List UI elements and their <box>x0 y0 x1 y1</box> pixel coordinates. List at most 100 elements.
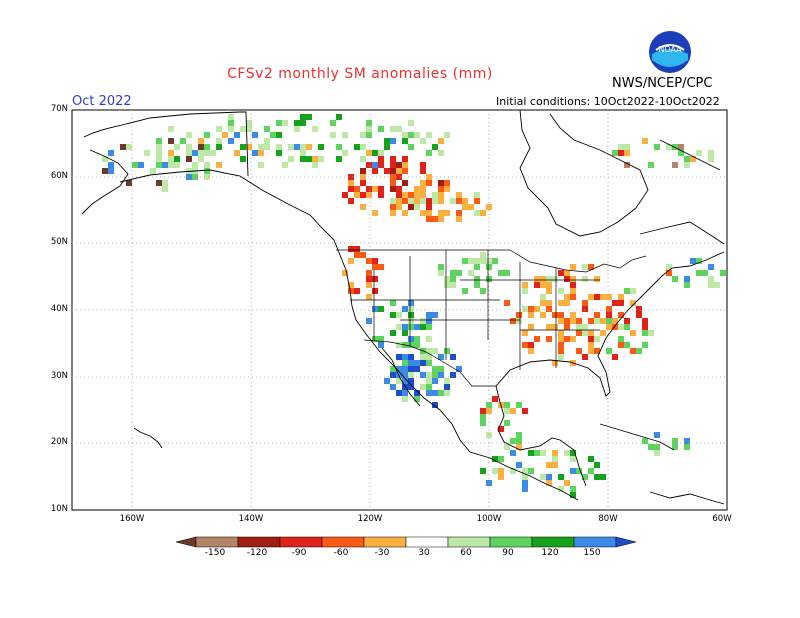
anomaly-cell <box>402 168 408 174</box>
anomaly-cell <box>390 180 396 186</box>
agency-label: NWS/NCEP/CPC <box>612 76 713 91</box>
anomaly-cell <box>126 144 132 150</box>
anomaly-cell <box>372 276 378 282</box>
anomaly-cell <box>396 126 402 132</box>
anomaly-cell <box>402 132 408 138</box>
anomaly-cell <box>432 402 438 408</box>
anomaly-cell <box>624 342 630 348</box>
anomaly-cell <box>564 336 570 342</box>
anomaly-cell <box>336 114 342 120</box>
anomaly-cell <box>528 348 534 354</box>
anomaly-cell <box>576 468 582 474</box>
anomaly-cell <box>198 156 204 162</box>
anomaly-cell <box>108 150 114 156</box>
anomaly-cell <box>444 384 450 390</box>
anomaly-cell <box>372 168 378 174</box>
anomaly-cell <box>420 360 426 366</box>
anomaly-cell <box>390 162 396 168</box>
anomaly-cell <box>402 198 408 204</box>
anomaly-cell <box>558 342 564 348</box>
anomaly-cell <box>396 342 402 348</box>
anomaly-cell <box>546 276 552 282</box>
anomaly-cell <box>342 270 348 276</box>
anomaly-cell <box>420 210 426 216</box>
anomaly-cells <box>102 114 726 498</box>
anomaly-cell <box>336 156 342 162</box>
anomaly-cell <box>210 150 216 156</box>
anomaly-cell <box>462 204 468 210</box>
anomaly-cell <box>606 306 612 312</box>
anomaly-cell <box>408 120 414 126</box>
anomaly-cell <box>396 378 402 384</box>
anomaly-cell <box>306 144 312 150</box>
anomaly-cell <box>396 204 402 210</box>
anomaly-cell <box>432 390 438 396</box>
anomaly-cell <box>384 378 390 384</box>
anomaly-cell <box>594 336 600 342</box>
anomaly-cell <box>204 150 210 156</box>
anomaly-cell <box>414 132 420 138</box>
anomaly-cell <box>228 138 234 144</box>
anomaly-cell <box>402 210 408 216</box>
anomaly-cell <box>366 270 372 276</box>
colorbar-swatch <box>447 536 491 548</box>
anomaly-cell <box>420 192 426 198</box>
anomaly-cell <box>186 144 192 150</box>
anomaly-cell <box>396 192 402 198</box>
anomaly-cell <box>528 342 534 348</box>
anomaly-cell <box>306 156 312 162</box>
anomaly-cell <box>456 210 462 216</box>
anomaly-cell <box>558 348 564 354</box>
anomaly-cell <box>438 366 444 372</box>
anomaly-cell <box>330 132 336 138</box>
anomaly-cell <box>234 132 240 138</box>
colorbar-swatch <box>573 536 617 548</box>
anomaly-cell <box>606 324 612 330</box>
anomaly-cell <box>372 150 378 156</box>
lon-label: 100W <box>476 514 502 524</box>
anomaly-cell <box>408 204 414 210</box>
anomaly-cell <box>522 474 528 480</box>
anomaly-cell <box>582 324 588 330</box>
anomaly-cell <box>564 324 570 330</box>
anomaly-cell <box>174 144 180 150</box>
anomaly-cell <box>276 120 282 126</box>
anomaly-cell <box>654 432 660 438</box>
anomaly-cell <box>102 168 108 174</box>
anomaly-cell <box>366 294 372 300</box>
noaa-logo: NOAA <box>649 31 691 73</box>
anomaly-cell <box>576 348 582 354</box>
anomaly-cell <box>570 456 576 462</box>
anomaly-cell <box>540 282 546 288</box>
anomaly-cell <box>150 168 156 174</box>
anomaly-cell <box>426 354 432 360</box>
anomaly-cell <box>666 270 672 276</box>
anomaly-cell <box>408 384 414 390</box>
anomaly-cell <box>582 330 588 336</box>
anomaly-cell <box>432 366 438 372</box>
anomaly-cell <box>462 288 468 294</box>
anomaly-cell <box>570 264 576 270</box>
anomaly-cell <box>390 168 396 174</box>
anomaly-cell <box>558 336 564 342</box>
anomaly-cell <box>636 306 642 312</box>
anomaly-cell <box>648 162 654 168</box>
anomaly-cell <box>300 120 306 126</box>
anomaly-cell <box>390 372 396 378</box>
anomaly-cell <box>546 300 552 306</box>
anomaly-cell <box>348 282 354 288</box>
anomaly-cell <box>414 390 420 396</box>
anomaly-cell <box>480 252 486 258</box>
anomaly-cell <box>372 258 378 264</box>
anomaly-cell <box>504 420 510 426</box>
anomaly-cell <box>342 192 348 198</box>
colorbar-label: -60 <box>333 548 349 558</box>
anomaly-cell <box>366 150 372 156</box>
anomaly-cell <box>546 336 552 342</box>
anomaly-cell <box>432 348 438 354</box>
anomaly-cell <box>408 342 414 348</box>
anomaly-cell <box>672 276 678 282</box>
anomaly-cell <box>354 186 360 192</box>
anomaly-cell <box>498 468 504 474</box>
anomaly-cell <box>162 180 168 186</box>
